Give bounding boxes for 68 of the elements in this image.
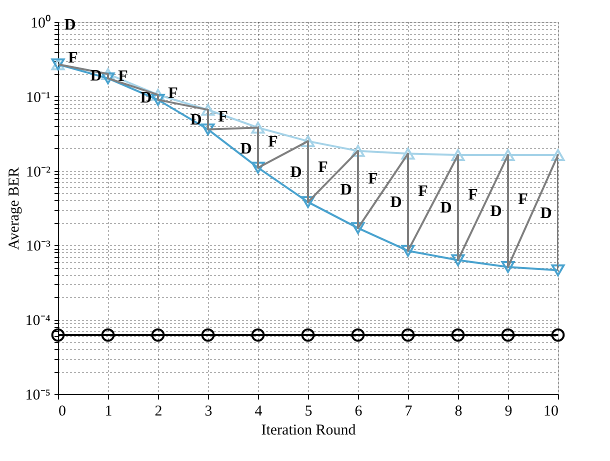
point: [501, 261, 515, 273]
point: [401, 328, 415, 342]
point: [201, 328, 215, 342]
point: [251, 122, 265, 134]
point: [251, 162, 265, 174]
point: [201, 123, 215, 136]
x-tick-label: 7: [404, 404, 413, 420]
point: [101, 328, 115, 342]
point: [501, 328, 515, 342]
x-tick-label: 4: [254, 404, 263, 420]
point: [401, 244, 415, 257]
point: [151, 94, 165, 106]
annotation: F: [518, 190, 528, 208]
y-tick-label: 10⁻²: [26, 164, 51, 180]
point: [151, 328, 165, 342]
y-tick-label: 10⁻¹: [26, 90, 50, 106]
x-tick-label: 10: [544, 404, 558, 420]
annotation: F: [268, 134, 278, 151]
annotation: D: [340, 182, 352, 199]
annotation: F: [318, 158, 328, 176]
point: [151, 88, 165, 101]
annotation: F: [68, 49, 78, 66]
annotation: D: [540, 205, 552, 222]
point: [301, 196, 315, 208]
annotation: F: [168, 84, 178, 102]
point: [351, 328, 365, 342]
x-axis-title: Iteration Round: [261, 422, 356, 438]
x-tick-label: 8: [454, 404, 462, 420]
point: [401, 148, 415, 160]
annotation: D: [490, 202, 502, 220]
point: [451, 149, 465, 161]
point: [551, 328, 565, 342]
point: [101, 72, 115, 84]
x-tick-label: 0: [58, 404, 66, 420]
x-tick-label: 6: [354, 404, 363, 420]
x-tick-label: 5: [304, 404, 312, 420]
x-tick-label: 2: [154, 404, 162, 420]
point: [351, 222, 365, 234]
point: [101, 68, 115, 80]
x-tick-label: 1: [104, 404, 112, 420]
y-tick-label: 10⁻⁵: [25, 388, 50, 404]
annotation: D: [390, 194, 402, 212]
y-tick-label: 10⁰: [30, 14, 50, 32]
point: [451, 254, 465, 266]
annotation: D: [64, 16, 76, 34]
y-tick-label: 10⁻⁴: [25, 313, 50, 330]
x-tick-label: 3: [204, 404, 212, 420]
annotation: F: [468, 186, 478, 204]
annotation: F: [418, 182, 428, 200]
point: [551, 149, 565, 161]
annotation: F: [368, 170, 378, 188]
x-tick-label: 9: [504, 404, 512, 420]
point: [301, 328, 315, 342]
point: [201, 104, 215, 116]
point: [51, 328, 65, 342]
annotation: F: [118, 68, 128, 85]
point: [501, 149, 515, 161]
annotation: F: [218, 108, 228, 126]
point: [301, 135, 315, 148]
point: [551, 264, 565, 276]
point: [451, 328, 465, 342]
point: [351, 144, 365, 157]
y-tick-label: 10⁻³: [26, 238, 51, 255]
y-axis-title: Average BER: [6, 167, 22, 250]
annotation: D: [240, 140, 252, 158]
annotation: D: [440, 200, 452, 217]
annotation: D: [290, 164, 302, 181]
point: [251, 328, 265, 342]
